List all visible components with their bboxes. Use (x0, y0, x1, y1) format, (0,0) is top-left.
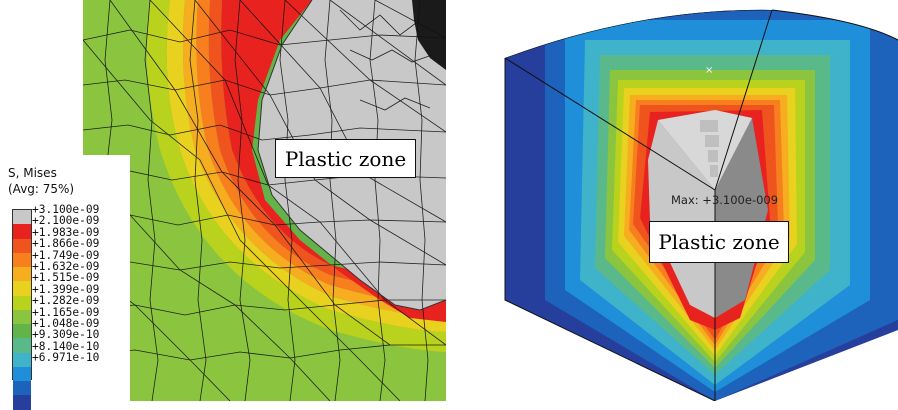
legend-swatch (13, 281, 31, 296)
legend-swatch (13, 224, 31, 239)
legend-value-label: +1.048e-09 (32, 316, 100, 330)
legend-title: S, Mises (8, 166, 57, 180)
legend-value-label: +9.309e-10 (32, 328, 100, 342)
plastic-zone-label-right: Plastic zone (649, 221, 789, 263)
legend-swatch (13, 338, 31, 353)
legend-swatch (13, 352, 31, 367)
max-value-label: Max: +3.100e-009 (671, 193, 779, 207)
left-mesh-figure: S, Mises (Avg: 75%) +3.100e-09 +2.100e-09… (2, 0, 446, 410)
plastic-zone-label-left: Plastic zone (275, 139, 416, 178)
legend-value-label: +8.140e-10 (32, 339, 100, 353)
right-3d-contour (504, 9, 898, 401)
legend-subtitle: (Avg: 75%) (8, 182, 75, 196)
legend-swatch (13, 324, 31, 339)
legend-swatch (13, 381, 31, 396)
legend-swatch (13, 267, 31, 282)
legend-value-label: +1.515e-09 (32, 271, 100, 285)
contour-legend: S, Mises (Avg: 75%) +3.100e-09 +2.100e-09… (2, 155, 130, 410)
legend-swatch (13, 309, 31, 324)
legend-value-label: +1.282e-09 (32, 294, 100, 308)
legend-value-label: +1.165e-09 (32, 305, 100, 319)
legend-value-label: +2.100e-09 (32, 214, 100, 228)
legend-swatch (13, 295, 31, 310)
legend-swatch (13, 210, 31, 225)
legend-labels: +3.100e-09 +2.100e-09 +1.983e-09 +1.866e-09… (32, 203, 100, 365)
legend-value-label: +6.971e-10 (32, 351, 100, 365)
legend-swatch (13, 238, 31, 253)
legend-color-bar (12, 209, 32, 410)
legend-value-label: +1.632e-09 (32, 259, 100, 273)
legend-value-label: +1.983e-09 (32, 225, 100, 239)
legend-value-label: +1.399e-09 (32, 282, 100, 296)
legend-swatch (13, 252, 31, 267)
max-marker: × (705, 65, 714, 76)
legend-value-label: +1.866e-09 (32, 237, 100, 251)
legend-value-label: +3.100e-09 (32, 203, 100, 216)
legend-swatch (13, 366, 31, 381)
legend-value-label: +1.749e-09 (32, 248, 100, 262)
right-3d-figure: × Max: +3.100e-009 Plastic zone (504, 9, 898, 401)
